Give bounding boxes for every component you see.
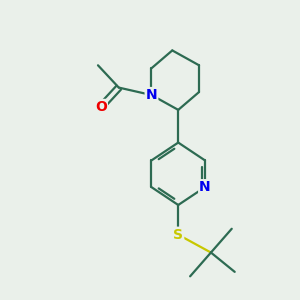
Text: S: S [173, 228, 183, 242]
Text: N: N [146, 88, 157, 102]
Text: O: O [95, 100, 107, 114]
Text: N: N [199, 180, 211, 194]
